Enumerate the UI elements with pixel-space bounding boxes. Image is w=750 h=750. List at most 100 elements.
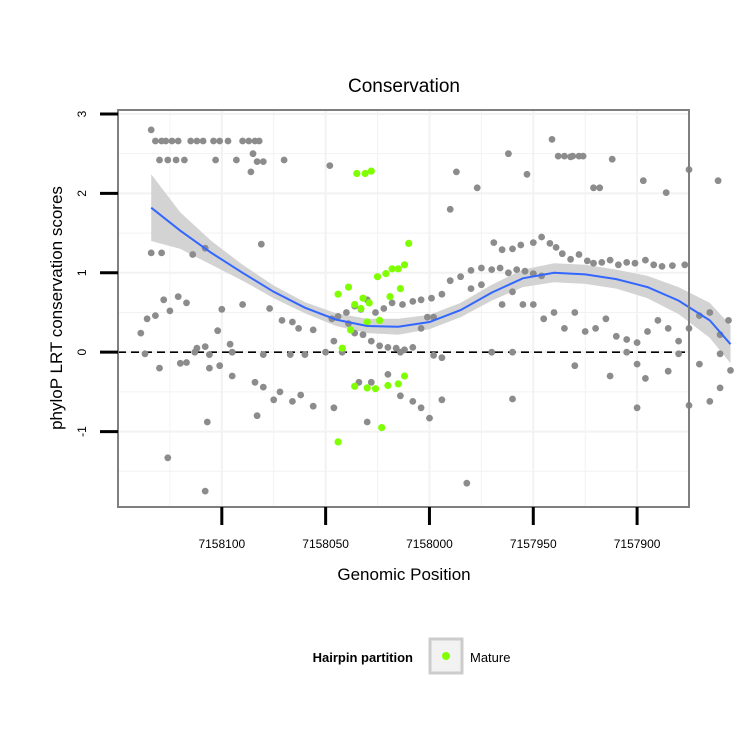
data-point [598,259,606,266]
mature-data-point [351,382,359,390]
data-point [453,168,460,176]
x-tick-label: 7157950 [510,537,557,551]
data-point [409,344,417,351]
data-point [239,301,247,308]
data-point [141,350,149,358]
data-point [201,487,209,495]
data-point [513,266,521,273]
data-point [446,205,454,213]
data-point [367,337,375,345]
y-axis-title: phyloP LRT conservation scores [47,186,66,430]
data-point [183,359,190,366]
data-point [706,309,714,316]
mature-data-point [367,167,375,175]
data-point [181,156,188,164]
data-point [253,412,261,420]
data-point [571,362,579,370]
data-point [189,251,197,258]
data-point [473,184,481,192]
data-point [259,351,267,358]
data-point [540,315,548,323]
data-point [706,398,714,405]
data-point [623,336,631,343]
data-point [384,371,392,378]
mature-data-point [384,381,392,390]
data-point [519,301,527,308]
data-point [187,137,195,145]
data-point [633,404,641,412]
data-point [615,261,622,269]
data-point [612,332,620,340]
data-point [696,360,703,368]
data-point [399,301,406,308]
data-point [193,137,201,145]
data-point [606,256,614,264]
data-point [301,351,309,358]
data-point [278,317,286,324]
data-point [201,343,209,350]
data-point [259,158,267,166]
mature-data-point [351,300,359,309]
data-point [554,152,562,160]
y-tick-label: -1 [75,426,89,437]
data-point [245,137,253,145]
data-point [644,328,651,335]
data-point [156,364,163,372]
data-point [164,454,172,462]
data-point [417,404,425,412]
data-point [297,391,305,399]
data-point [438,396,446,404]
data-point [233,156,240,164]
data-point [249,150,257,158]
mature-data-point [347,326,355,334]
data-point [583,257,591,265]
data-point [428,294,435,302]
mature-data-point [344,283,353,291]
legend-title: Hairpin partition [313,650,413,665]
data-point [602,315,610,323]
data-point [216,362,224,370]
mature-data-point [394,265,402,273]
data-point [608,155,616,163]
data-point [174,293,182,300]
data-point [253,158,261,166]
mature-data-point [363,318,371,326]
data-point [478,264,485,272]
smooth-trend-line [150,206,732,345]
x-tick-label: 7158100 [198,537,245,551]
mature-data-point [388,265,396,273]
mature-data-point [334,290,342,298]
mature-data-point [365,299,373,307]
data-point [280,156,288,164]
data-point [669,262,676,269]
data-point [239,137,247,145]
data-point [166,307,174,315]
data-point [174,137,182,145]
data-point [505,269,512,277]
data-point [286,351,294,358]
data-point [581,328,589,335]
data-point [606,372,614,380]
y-tick-label: 3 [75,110,89,117]
data-point [498,246,506,254]
data-point [343,309,350,316]
data-point [330,337,338,345]
data-point [152,137,159,145]
data-point [561,152,568,160]
y-tick-label: 2 [75,190,89,197]
data-point [206,351,213,358]
mature-data-point [334,438,342,446]
data-point [191,348,199,356]
mature-data-point [338,344,346,352]
data-point [384,344,392,351]
data-point [509,395,516,403]
data-point [224,137,232,145]
data-point [716,350,724,358]
legend-label-mature: Mature [470,650,510,665]
mature-data-point [361,169,369,178]
data-point [529,239,537,247]
data-point [322,348,329,356]
data-point [675,350,682,358]
data-point [388,299,396,307]
mature-data-point [382,270,390,278]
